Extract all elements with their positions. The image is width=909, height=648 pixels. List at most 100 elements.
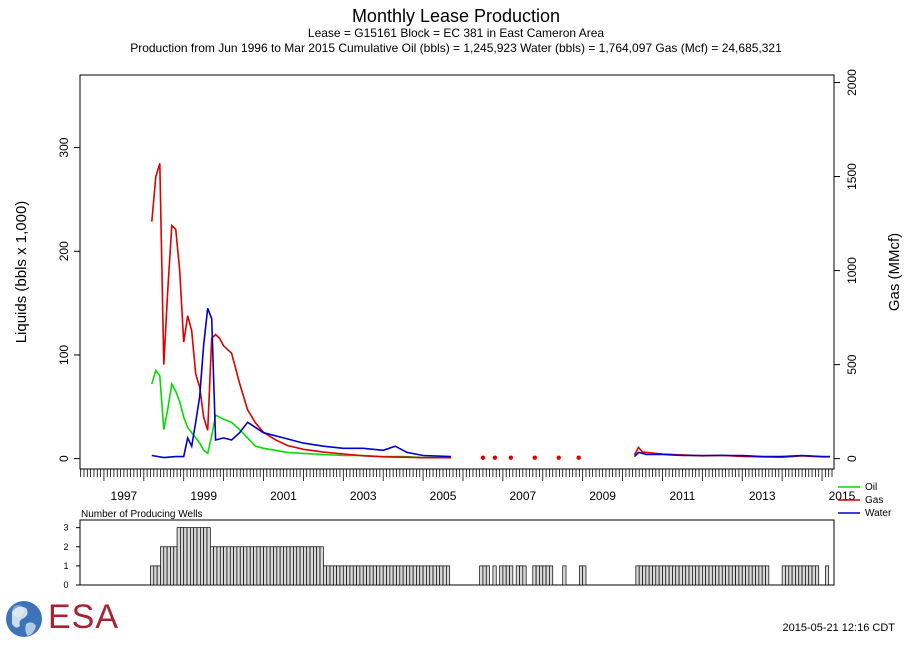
wells-bar xyxy=(695,565,700,586)
wells-bar xyxy=(795,565,800,586)
main-plot-series xyxy=(151,163,830,460)
wells-bar xyxy=(432,565,437,586)
y2-tick-label: 1000 xyxy=(845,257,859,284)
wells-bar xyxy=(532,565,537,586)
wells-bar xyxy=(535,565,540,586)
wells-bar xyxy=(711,565,716,586)
wells-bar xyxy=(209,546,214,586)
wells-bar xyxy=(286,546,291,586)
wells-bar xyxy=(166,546,171,586)
wells-y-tick-label: 2 xyxy=(63,542,68,552)
wells-bar xyxy=(303,546,308,586)
wells-bar xyxy=(150,565,155,586)
gas-data-point xyxy=(508,455,514,460)
x-tick-label: 2003 xyxy=(350,489,377,503)
series-line-water-2010-2015- xyxy=(633,451,830,458)
wells-bar xyxy=(249,546,254,586)
wells-bar xyxy=(309,546,314,586)
wells-bar xyxy=(761,565,766,586)
wells-bar xyxy=(582,565,587,586)
wells-bar xyxy=(196,527,201,586)
wells-bar xyxy=(369,565,374,586)
wells-bar xyxy=(509,565,514,586)
x-tick-label: 1997 xyxy=(111,489,138,503)
wells-bar xyxy=(339,565,344,586)
wells-bar xyxy=(243,546,248,586)
wells-bar xyxy=(186,527,191,586)
wells-bar xyxy=(436,565,441,586)
wells-bar xyxy=(758,565,763,586)
wells-bar xyxy=(442,565,447,586)
wells-bar xyxy=(319,546,324,586)
wells-bar xyxy=(662,565,667,586)
wells-bar xyxy=(199,527,205,586)
wells-bar xyxy=(635,565,640,586)
wells-y-tick-label: 1 xyxy=(63,561,68,571)
wells-bar xyxy=(176,527,181,586)
wells-bar xyxy=(422,565,427,586)
wells-bar xyxy=(485,565,490,586)
wells-bar xyxy=(429,565,434,586)
wells-bar xyxy=(412,565,417,586)
wells-bar xyxy=(236,546,241,586)
chart-subtitle: Lease = G15161 Block = EC 381 in East Ca… xyxy=(308,26,605,40)
wells-bar xyxy=(675,565,680,586)
wells-bar xyxy=(313,546,318,586)
wells-bar xyxy=(289,546,294,586)
timestamp: 2015-05-21 12:16 CDT xyxy=(782,622,895,634)
wells-bar xyxy=(299,546,304,586)
wells-bar xyxy=(306,546,311,586)
wells-bar xyxy=(665,565,670,586)
wells-bar xyxy=(293,546,298,586)
x-tick-label: 2013 xyxy=(749,489,776,503)
wells-bar xyxy=(153,565,158,586)
wells-bar xyxy=(213,546,218,586)
wells-bar xyxy=(372,565,377,586)
main-plot-frame xyxy=(79,74,835,470)
series-line-oil xyxy=(151,368,451,459)
wells-bar xyxy=(672,565,677,586)
wells-bar xyxy=(825,565,830,586)
wells-bar xyxy=(263,546,268,586)
wells-bar xyxy=(688,565,693,586)
wells-bar xyxy=(279,546,284,586)
wells-bar xyxy=(549,565,554,586)
y2-tick-label: 0 xyxy=(845,455,859,462)
chart-summary: Production from Jun 1996 to Mar 2015 Cum… xyxy=(130,41,782,55)
wells-bar xyxy=(562,565,567,586)
wells-bar xyxy=(785,565,790,586)
wells-bar xyxy=(256,546,261,586)
wells-bar xyxy=(638,565,643,586)
x-tick-label: 2015 xyxy=(829,489,856,503)
wells-bar xyxy=(751,565,756,586)
wells-bar xyxy=(216,546,221,586)
wells-bar xyxy=(715,565,720,586)
wells-bar xyxy=(748,565,753,586)
wells-bar xyxy=(253,546,258,586)
wells-bar xyxy=(316,546,321,586)
wells-bar xyxy=(798,565,803,586)
wells-plot-axes: 0 1 2 3 xyxy=(63,523,80,590)
wells-y-tick-label: 0 xyxy=(63,580,68,590)
wells-bar xyxy=(502,565,507,586)
wells-bar xyxy=(170,546,175,586)
gas-data-point xyxy=(556,455,561,460)
wells-bar xyxy=(701,565,707,586)
wells-bar xyxy=(259,546,264,586)
wells-bar xyxy=(765,565,770,586)
wells-bar xyxy=(698,565,703,586)
chart-title: Monthly Lease Production xyxy=(352,6,560,26)
wells-bar xyxy=(356,565,361,586)
wells-bar xyxy=(266,546,271,586)
wells-bar xyxy=(329,565,334,586)
wells-bar xyxy=(239,546,244,586)
wells-bar xyxy=(678,565,683,586)
wells-bar xyxy=(652,565,657,586)
wells-bar xyxy=(193,527,198,586)
wells-bar xyxy=(645,565,650,586)
wells-bar xyxy=(731,565,736,586)
wells-bar xyxy=(682,565,687,586)
wells-bar xyxy=(755,565,760,586)
series-line-water xyxy=(151,308,452,459)
